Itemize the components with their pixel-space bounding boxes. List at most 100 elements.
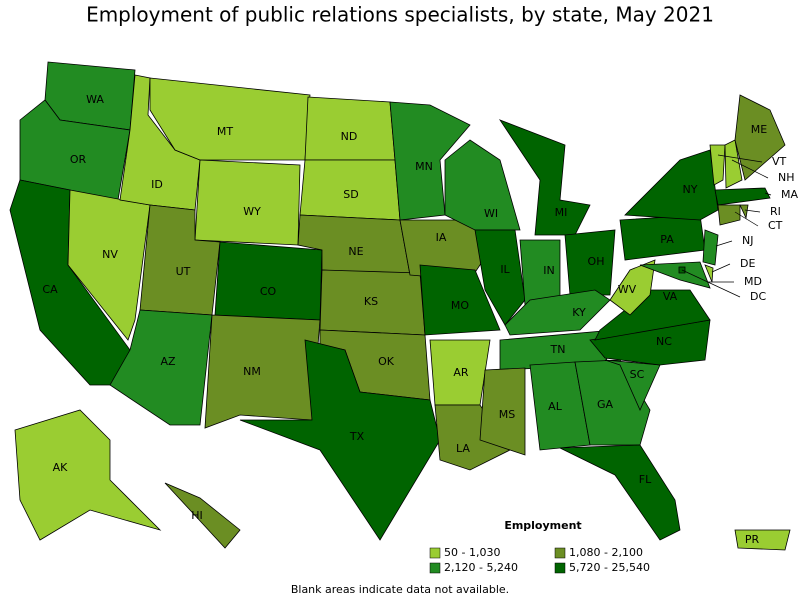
- state-shape: [639, 261, 711, 289]
- state-shape: [702, 229, 719, 266]
- state-label: WV: [618, 283, 637, 296]
- state-label: NY: [683, 183, 698, 196]
- state-shape: [709, 144, 726, 186]
- state-label: MI: [555, 206, 568, 219]
- state-label: LA: [456, 442, 470, 455]
- states: [9, 61, 791, 551]
- state-label: AZ: [160, 355, 176, 368]
- state-label: KY: [572, 306, 586, 319]
- state-label: NJ: [742, 234, 753, 247]
- state-label: CA: [42, 283, 58, 296]
- state-shape: [214, 241, 323, 321]
- leader-line: [744, 209, 761, 213]
- state-shape: [149, 77, 311, 161]
- state-label: NC: [656, 335, 672, 348]
- state-label: AR: [453, 366, 469, 379]
- state-shape: [204, 314, 321, 429]
- leader-line: [715, 240, 733, 247]
- state-shape: [444, 139, 521, 231]
- state-label: AK: [53, 461, 69, 474]
- state-label: NE: [348, 245, 363, 258]
- state-label: SC: [630, 368, 645, 381]
- state-label: OH: [588, 255, 605, 268]
- state-shape: [609, 259, 656, 316]
- state-label: TN: [550, 343, 566, 356]
- state-label: SD: [343, 188, 358, 201]
- state-label: MN: [415, 160, 433, 173]
- leader-line: [717, 154, 763, 163]
- state-shape: [714, 187, 771, 206]
- state-shape: [479, 367, 526, 456]
- state-label: KS: [364, 295, 378, 308]
- legend-swatch: [429, 547, 441, 559]
- legend-label: 50 - 1,030: [444, 546, 500, 559]
- state-label: PA: [660, 233, 674, 246]
- state-shape: [717, 204, 741, 226]
- state-label: NH: [778, 171, 795, 184]
- map-title: Employment of public relations specialis…: [86, 3, 714, 27]
- state-label: CT: [768, 219, 783, 232]
- state-label: CO: [260, 285, 277, 298]
- state-label: VA: [663, 290, 678, 303]
- state-shape: [604, 359, 661, 411]
- state-label: OR: [70, 153, 87, 166]
- leader-line: [681, 269, 741, 298]
- state-label: TX: [349, 430, 365, 443]
- state-label: WA: [86, 93, 104, 106]
- state-label: GA: [597, 398, 614, 411]
- leader-line: [764, 192, 772, 196]
- state-label: AL: [548, 400, 563, 413]
- state-label: DC: [750, 290, 766, 303]
- leader-line: [711, 263, 731, 273]
- state-shape: [559, 444, 681, 541]
- state-shape: [239, 339, 441, 541]
- state-shape: [389, 101, 471, 221]
- state-shape: [564, 229, 616, 296]
- state-label: NV: [102, 248, 118, 261]
- state-label: VT: [772, 155, 787, 168]
- legend-label: 5,720 - 25,540: [569, 561, 650, 574]
- state-shape: [624, 149, 719, 221]
- state-shape: [119, 74, 201, 211]
- leader-line: [734, 211, 759, 227]
- state-shape: [724, 139, 743, 189]
- legend-swatch: [554, 547, 566, 559]
- state-label: UT: [176, 265, 191, 278]
- state-label: DE: [740, 257, 755, 270]
- footnote: Blank areas indicate data not available.: [291, 583, 509, 596]
- legend-label: 2,120 - 5,240: [444, 561, 518, 574]
- state-label: IN: [543, 264, 554, 277]
- state-label: MS: [499, 408, 515, 421]
- state-label: ME: [751, 123, 767, 136]
- legend-label: 1,080 - 2,100: [569, 546, 643, 559]
- state-shape: [194, 159, 301, 246]
- state-shape: [14, 409, 162, 541]
- state-label: WI: [484, 207, 498, 220]
- legend-swatch: [429, 562, 441, 574]
- state-label: OK: [378, 355, 395, 368]
- state-label: MT: [217, 125, 233, 138]
- legend-swatch: [554, 562, 566, 574]
- state-shape: [419, 264, 501, 336]
- state-label: WY: [243, 205, 261, 218]
- state-label: NM: [243, 365, 261, 378]
- state-shape: [498, 119, 591, 236]
- state-label: HI: [191, 509, 203, 522]
- state-label: ID: [151, 178, 163, 191]
- state-shape: [164, 482, 241, 549]
- state-shape: [739, 204, 749, 220]
- state-label: PR: [745, 533, 760, 546]
- state-label: ND: [341, 130, 358, 143]
- state-label: MA: [781, 188, 798, 201]
- leader-line: [731, 159, 769, 179]
- state-shape: [474, 229, 526, 326]
- state-label: IA: [436, 231, 447, 244]
- state-label: RI: [770, 205, 781, 218]
- state-shape: [434, 404, 511, 471]
- state-label: MO: [451, 299, 469, 312]
- state-label: IL: [500, 263, 510, 276]
- state-label: FL: [639, 473, 652, 486]
- state-shape: [304, 96, 396, 161]
- state-shape: [704, 264, 714, 283]
